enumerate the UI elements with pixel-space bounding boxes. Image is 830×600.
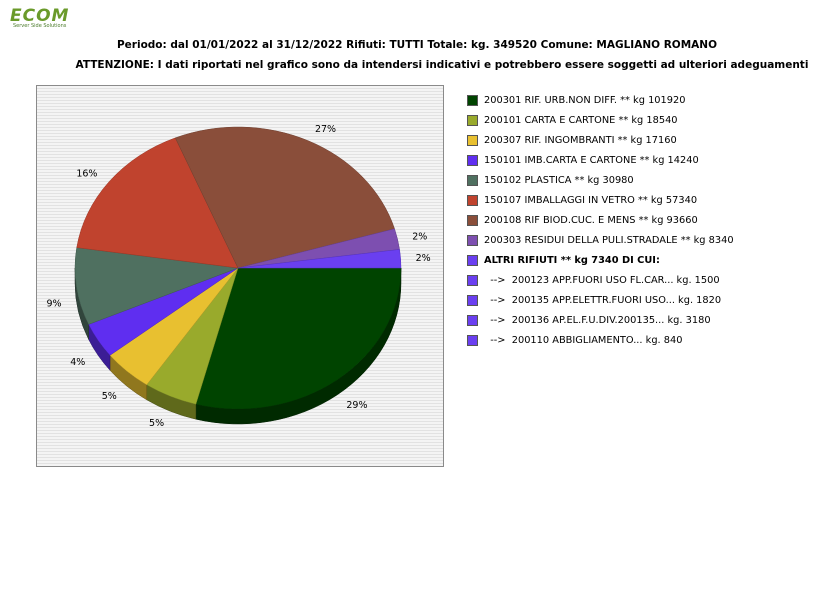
legend-swatch (467, 274, 478, 286)
pie-percent-label: 29% (346, 400, 367, 411)
legend-swatch (467, 174, 478, 186)
legend-item: 200101 CARTA E CARTONE ** kg 18540 (467, 110, 734, 130)
pie-slice (195, 267, 402, 410)
legend-item: 150101 IMB.CARTA E CARTONE ** kg 14240 (467, 150, 734, 170)
legend-swatch (467, 94, 478, 106)
legend-swatch (467, 134, 478, 146)
legend-label: 200307 RIF. INGOMBRANTI ** kg 17160 (484, 134, 677, 146)
legend-swatch (467, 334, 478, 346)
legend-swatch (467, 154, 478, 166)
legend-item: ALTRI RIFIUTI ** kg 7340 DI CUI: (467, 250, 734, 270)
legend-item: 200301 RIF. URB.NON DIFF. ** kg 101920 (467, 90, 734, 110)
report-period-header: Periodo: dal 01/01/2022 al 31/12/2022 Ri… (116, 39, 718, 51)
disclaimer-header: ATTENZIONE: I dati riportati nel grafico… (75, 59, 809, 71)
pie-percent-label: 2% (416, 253, 431, 264)
legend-item: --> 200110 ABBIGLIAMENTO... kg. 840 (467, 330, 734, 350)
ecom-logo: ECOM Server Side Solutions (10, 6, 100, 30)
legend-item: --> 200136 AP.EL.F.U.DIV.200135... kg. 3… (467, 310, 734, 330)
legend-swatch (467, 214, 478, 226)
legend-item: 150107 IMBALLAGGI IN VETRO ** kg 57340 (467, 190, 734, 210)
pie-percent-label: 2% (412, 231, 427, 242)
logo-tagline: Server Side Solutions (13, 23, 67, 29)
legend-item: 200303 RESIDUI DELLA PULI.STRADALE ** kg… (467, 230, 734, 250)
legend-swatch (467, 314, 478, 326)
legend-label: --> 200123 APP.FUORI USO FL.CAR... kg. 1… (484, 274, 720, 286)
pie-slice (174, 126, 395, 269)
legend-label: 200101 CARTA E CARTONE ** kg 18540 (484, 114, 678, 126)
legend-swatch (467, 194, 478, 206)
legend-label: 150107 IMBALLAGGI IN VETRO ** kg 57340 (484, 194, 698, 206)
legend-label: 200108 RIF BIOD.CUC. E MENS ** kg 93660 (484, 214, 698, 226)
legend-label: 200301 RIF. URB.NON DIFF. ** kg 101920 (484, 94, 686, 106)
legend-item: 150102 PLASTICA ** kg 30980 (467, 170, 734, 190)
legend-item: --> 200135 APP.ELETTR.FUORI USO... kg. 1… (467, 290, 734, 310)
legend-swatch (467, 114, 478, 126)
pie-percent-label: 9% (46, 298, 61, 309)
logo-text: ECOM (10, 6, 70, 26)
chart-legend: 200301 RIF. URB.NON DIFF. ** kg 101920 20… (467, 90, 734, 350)
legend-label: ALTRI RIFIUTI ** kg 7340 DI CUI: (484, 254, 660, 266)
pie-slice (237, 249, 402, 269)
legend-item: 200307 RIF. INGOMBRANTI ** kg 17160 (467, 130, 734, 150)
pie-percent-label: 4% (70, 357, 85, 368)
pie-percent-label: 5% (149, 418, 164, 429)
legend-item: 200108 RIF BIOD.CUC. E MENS ** kg 93660 (467, 210, 734, 230)
pie-percent-label: 27% (315, 124, 336, 135)
legend-swatch (467, 254, 478, 266)
legend-label: 200303 RESIDUI DELLA PULI.STRADALE ** kg… (484, 234, 734, 246)
pie-slice (76, 137, 239, 269)
legend-item: --> 200123 APP.FUORI USO FL.CAR... kg. 1… (467, 270, 734, 290)
pie-slice (74, 247, 239, 325)
pie-percent-label: 5% (102, 391, 117, 402)
legend-label: --> 200110 ABBIGLIAMENTO... kg. 840 (484, 334, 683, 346)
pie-percent-label: 16% (76, 169, 97, 180)
legend-label: 150101 IMB.CARTA E CARTONE ** kg 14240 (484, 154, 699, 166)
legend-swatch (467, 234, 478, 246)
legend-label: --> 200136 AP.EL.F.U.DIV.200135... kg. 3… (484, 314, 711, 326)
legend-swatch (467, 294, 478, 306)
legend-label: 150102 PLASTICA ** kg 30980 (484, 174, 634, 186)
legend-label: --> 200135 APP.ELETTR.FUORI USO... kg. 1… (484, 294, 722, 306)
